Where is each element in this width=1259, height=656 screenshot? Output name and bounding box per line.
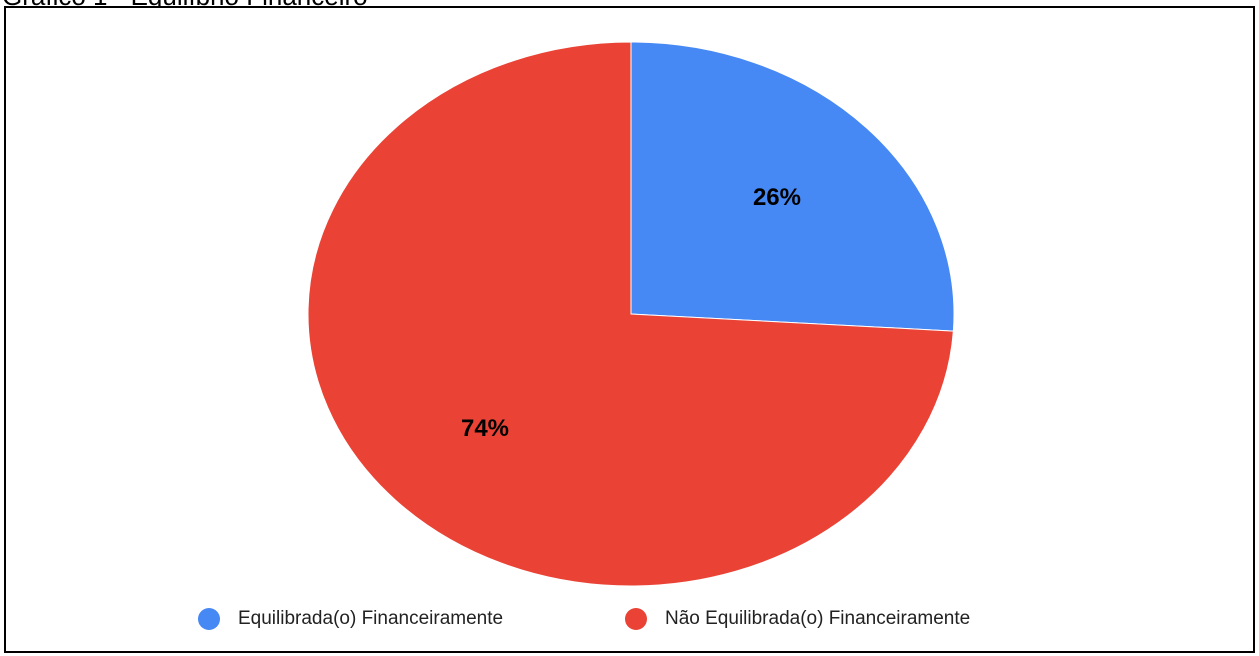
legend-swatch <box>198 608 220 630</box>
pie-slice <box>307 41 954 587</box>
pie-slice <box>630 41 955 332</box>
legend-swatch <box>625 608 647 630</box>
legend-label: Não Equilibrada(o) Financeiramente <box>665 608 970 629</box>
legend-label: Equilibrada(o) Financeiramente <box>238 608 503 629</box>
chart-title: Gráfico 1 - Equilíbrio Financeiro <box>2 0 368 11</box>
slice-label: 74% <box>461 415 509 442</box>
slice-label: 26% <box>753 184 801 211</box>
